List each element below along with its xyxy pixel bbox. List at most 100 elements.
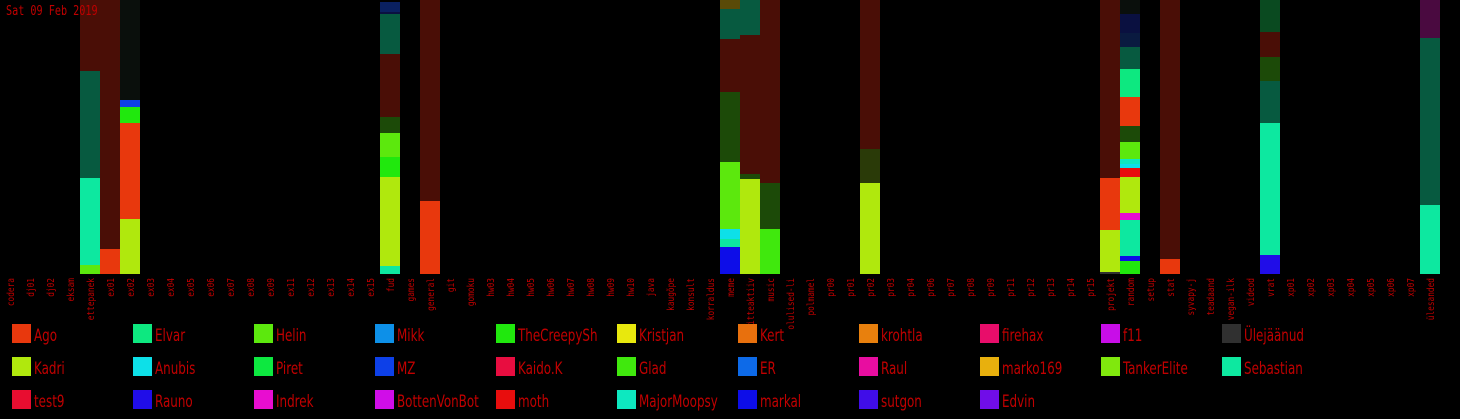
- x-tick-label: korraldus: [706, 278, 717, 320]
- legend-label: f11: [1123, 325, 1142, 345]
- bar-segment: [1260, 123, 1280, 255]
- x-tick-label: xp02: [1306, 278, 1317, 297]
- legend-swatch: [980, 357, 999, 376]
- x-tick-label: hw10: [626, 278, 637, 297]
- legend-label: MZ: [397, 358, 415, 378]
- legend-label: Kadri: [34, 358, 65, 378]
- bar-segment: [720, 239, 740, 247]
- legend-label: Raul: [881, 358, 907, 378]
- x-tick-label: general: [426, 278, 437, 311]
- bar-segment: [380, 2, 400, 12]
- legend-swatch: [1222, 357, 1241, 376]
- x-tick-label: ex11: [286, 278, 297, 297]
- bar-segment: [120, 219, 140, 274]
- bar-segment: [380, 157, 400, 177]
- x-tick-label: xp01: [1286, 278, 1297, 297]
- bar-segment: [380, 133, 400, 157]
- x-tick-label: hw08: [586, 278, 597, 297]
- x-tick-label: vegan-ilk: [1226, 277, 1237, 320]
- bar-segment: [80, 265, 100, 274]
- legend-label: markal: [760, 391, 801, 411]
- legend-swatch: [496, 357, 515, 376]
- x-tick-label: polmamel: [806, 278, 817, 316]
- bar-segment: [120, 0, 140, 100]
- bar-segment: [1120, 142, 1140, 159]
- bar-segment: [1100, 272, 1120, 274]
- legend-label: Kert: [760, 325, 785, 345]
- legend-label: Piret: [276, 358, 303, 378]
- bar-segment: [380, 12, 400, 14]
- legend-swatch: [617, 357, 636, 376]
- legend-swatch: [375, 357, 394, 376]
- legend-swatch: [12, 324, 31, 343]
- bar-segment: [1100, 0, 1120, 178]
- bar-segment: [1260, 81, 1280, 123]
- x-tick-label: kaugõpe: [666, 278, 677, 311]
- legend-swatch: [738, 324, 757, 343]
- legend-swatch: [12, 390, 31, 409]
- x-tick-label: syvapy-j: [1186, 278, 1197, 316]
- bar-segment: [1120, 14, 1140, 33]
- bar-segment: [720, 0, 740, 9]
- x-tick-label: mitteaktiiv: [746, 278, 757, 330]
- legend-label: firehax: [1002, 325, 1043, 345]
- legend: Ago Elvar Helin Mikk TheCreepySh Kristjan Kert…: [12, 324, 1304, 411]
- bar-segment: [1120, 47, 1140, 69]
- legend-label: test9: [34, 391, 64, 411]
- x-tick-label: setup: [1146, 278, 1157, 301]
- legend-swatch: [617, 390, 636, 409]
- x-tick-label: projekt: [1106, 278, 1117, 311]
- legend-label: Edvin: [1002, 391, 1035, 411]
- date-label: Sat 09 Feb 2019: [6, 4, 98, 19]
- bar-segment: [720, 9, 740, 39]
- bar-segment: [860, 149, 880, 183]
- x-tick-label: ex02: [126, 278, 137, 297]
- x-tick-label: pr01: [846, 278, 857, 297]
- bar-segment: [420, 201, 440, 274]
- x-tick-label: ex12: [306, 278, 317, 297]
- x-tick-label: ex13: [326, 278, 337, 297]
- bar-segment: [1120, 177, 1140, 213]
- x-tick-label: ex15: [366, 278, 377, 297]
- x-tick-label: ex08: [246, 278, 257, 297]
- bar-segment: [720, 47, 740, 92]
- bar-segment: [760, 0, 780, 183]
- bar-segment: [80, 178, 100, 265]
- x-tick-labels: codera dj01 dj02 eksam ettepanek ex01 ex02 ex03…: [6, 277, 1437, 329]
- legend-swatch: [133, 324, 152, 343]
- bar-segment: [860, 183, 880, 274]
- x-tick-label: videod: [1246, 278, 1257, 306]
- legend-swatch: [859, 324, 878, 343]
- legend-label: Anubis: [155, 358, 195, 378]
- x-tick-label: pr08: [966, 278, 977, 297]
- x-tick-label: pr02: [866, 278, 877, 297]
- x-tick-label: vrat: [1266, 278, 1277, 297]
- x-tick-label: java: [646, 278, 657, 297]
- bar-segment: [760, 183, 780, 229]
- bar-segment: [740, 179, 760, 274]
- legend-swatch: [254, 324, 273, 343]
- x-tick-label: music: [766, 278, 777, 301]
- legend-swatch: [980, 324, 999, 343]
- bar-segment: [1120, 168, 1140, 177]
- bar-segment: [1120, 33, 1140, 47]
- legend-label: Helin: [276, 325, 306, 345]
- legend-label: Ago: [34, 325, 57, 345]
- legend-label: TankerElite: [1122, 358, 1188, 378]
- bar-segment: [1260, 32, 1280, 57]
- x-tick-label: hw09: [606, 278, 617, 297]
- bar-segment: [1100, 230, 1120, 272]
- bar-segment: [1260, 255, 1280, 274]
- legend-swatch: [375, 390, 394, 409]
- x-tick-label: ex03: [146, 278, 157, 297]
- x-tick-label: konsult: [686, 278, 697, 311]
- bar-segment: [1120, 126, 1140, 142]
- x-tick-label: ettepanek: [86, 277, 97, 320]
- bar-segment: [740, 0, 760, 35]
- legend-label: Kaido.K: [518, 358, 563, 378]
- x-tick-label: ex01: [106, 278, 117, 297]
- legend-label: Indrek: [276, 391, 314, 411]
- legend-label: Kristjan: [639, 325, 684, 345]
- legend-label: Ülejäänud: [1244, 324, 1304, 345]
- bar-segment: [1260, 0, 1280, 32]
